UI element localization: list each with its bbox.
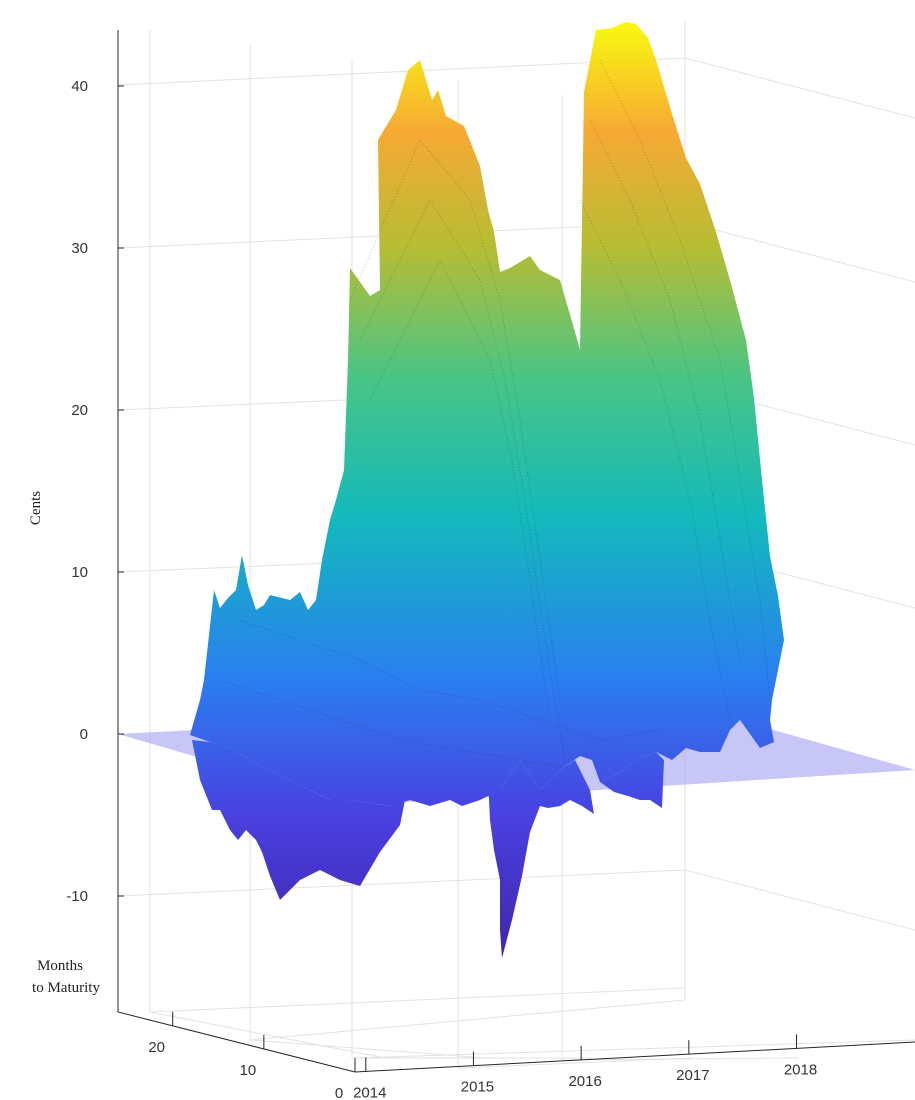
y-axis-title-line2: to Maturity xyxy=(32,980,100,996)
x-axis-line xyxy=(354,1041,915,1073)
surface-trough-mid xyxy=(488,760,594,958)
y-axis-line xyxy=(117,1011,356,1073)
y-tick-label: 0 xyxy=(335,1085,343,1100)
z-tick-label: 0 xyxy=(80,726,88,743)
x-tick-label: 2015 xyxy=(461,1079,494,1096)
y-tick-label: 10 xyxy=(240,1062,257,1079)
z-tick-label: 30 xyxy=(71,240,88,257)
x-tick-label: 2017 xyxy=(676,1067,709,1084)
surface-trough-right xyxy=(600,752,664,808)
x-ticks: 2014 2015 2016 2017 2018 xyxy=(353,1034,817,1100)
z-tick-label: 40 xyxy=(71,78,88,95)
x-tick-label: 2018 xyxy=(784,1061,817,1078)
x-tick-label: 2014 xyxy=(353,1084,386,1100)
z-tick-label: 10 xyxy=(71,564,88,581)
axes xyxy=(117,30,915,1073)
z-tick-label: -10 xyxy=(66,888,88,905)
z-axis-title: Cents xyxy=(28,491,44,525)
z-tick-label: 20 xyxy=(71,402,88,419)
surface-mesh xyxy=(219,59,771,771)
x-tick-label: 2016 xyxy=(568,1073,601,1090)
y-ticks: 20 10 0 xyxy=(148,1011,356,1100)
y-axis-title-line1: Months xyxy=(37,958,83,974)
surface xyxy=(190,22,784,958)
y-tick-label: 20 xyxy=(148,1039,165,1056)
z-ticks: 40 30 20 10 0 -10 xyxy=(66,78,124,905)
surface-trough-left xyxy=(192,740,405,900)
surface-left-ribbon xyxy=(190,22,784,806)
